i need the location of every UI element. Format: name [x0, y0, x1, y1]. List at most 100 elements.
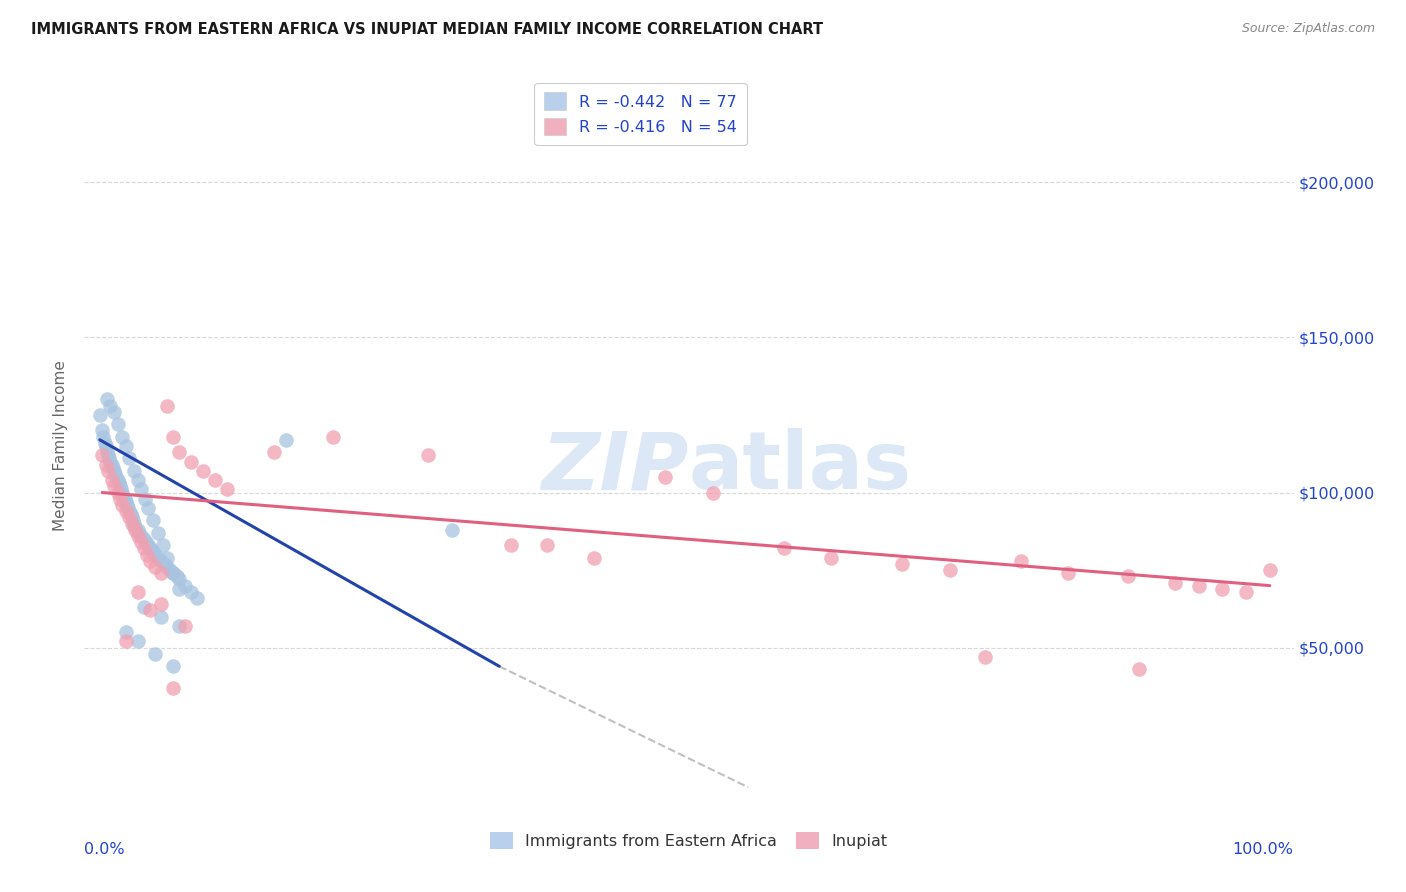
Point	[167, 582, 190, 596]
Point	[96, 445, 118, 459]
Point	[162, 681, 184, 695]
Point	[152, 538, 174, 552]
Point	[156, 560, 179, 574]
Point	[111, 498, 134, 512]
Point	[124, 523, 146, 537]
Point	[1116, 569, 1139, 583]
Point	[138, 554, 160, 568]
Point	[138, 501, 160, 516]
Point	[100, 399, 122, 413]
Point	[118, 510, 141, 524]
Point	[115, 439, 138, 453]
Point	[105, 470, 128, 484]
Point	[204, 473, 226, 487]
Point	[122, 464, 145, 478]
Point	[108, 491, 131, 506]
Point	[103, 479, 125, 493]
Point	[100, 458, 122, 472]
Point	[166, 569, 188, 583]
Point	[121, 510, 143, 524]
Point	[191, 464, 214, 478]
Point	[583, 550, 606, 565]
Legend: Immigrants from Eastern Africa, Inupiat: Immigrants from Eastern Africa, Inupiat	[484, 825, 894, 855]
Point	[1164, 575, 1187, 590]
Point	[115, 625, 138, 640]
Point	[440, 523, 463, 537]
Point	[118, 504, 141, 518]
Point	[118, 451, 141, 466]
Point	[132, 532, 155, 546]
Point	[138, 541, 160, 556]
Point	[150, 554, 173, 568]
Point	[156, 550, 179, 565]
Point	[107, 417, 129, 432]
Text: 0.0%: 0.0%	[84, 842, 125, 857]
Point	[180, 454, 202, 468]
Point	[120, 508, 142, 522]
Point	[167, 573, 190, 587]
Point	[100, 454, 122, 468]
Point	[132, 600, 155, 615]
Point	[162, 566, 184, 581]
Point	[94, 439, 117, 453]
Y-axis label: Median Family Income: Median Family Income	[53, 360, 69, 532]
Point	[1128, 662, 1150, 676]
Point	[159, 563, 181, 577]
Point	[186, 591, 208, 605]
Point	[142, 513, 165, 527]
Point	[174, 579, 197, 593]
Point	[115, 504, 138, 518]
Point	[174, 619, 197, 633]
Point	[702, 485, 724, 500]
Point	[138, 538, 160, 552]
Point	[1211, 582, 1233, 596]
Point	[91, 430, 114, 444]
Point	[129, 529, 152, 543]
Point	[111, 430, 134, 444]
Point	[138, 603, 160, 617]
Point	[129, 535, 152, 549]
Point	[150, 609, 173, 624]
Point	[121, 516, 143, 531]
Point	[263, 445, 285, 459]
Point	[150, 597, 173, 611]
Point	[1188, 579, 1211, 593]
Point	[96, 392, 118, 407]
Point	[98, 451, 121, 466]
Point	[101, 460, 124, 475]
Point	[974, 650, 997, 665]
Point	[91, 424, 114, 438]
Point	[103, 405, 125, 419]
Point	[146, 525, 169, 540]
Point	[162, 659, 184, 673]
Point	[536, 538, 558, 552]
Point	[100, 473, 122, 487]
Point	[145, 548, 167, 562]
Point	[127, 523, 149, 537]
Point	[108, 479, 131, 493]
Point	[97, 464, 120, 478]
Point	[418, 448, 440, 462]
Point	[322, 430, 344, 444]
Point	[1258, 563, 1281, 577]
Point	[103, 464, 125, 478]
Point	[142, 544, 165, 558]
Point	[146, 550, 169, 565]
Point	[93, 436, 115, 450]
Point	[117, 501, 139, 516]
Point	[1010, 554, 1032, 568]
Point	[167, 619, 190, 633]
Point	[167, 445, 190, 459]
Point	[1057, 566, 1080, 581]
Point	[132, 541, 155, 556]
Point	[115, 498, 138, 512]
Point	[115, 634, 138, 648]
Text: IMMIGRANTS FROM EASTERN AFRICA VS INUPIAT MEDIAN FAMILY INCOME CORRELATION CHART: IMMIGRANTS FROM EASTERN AFRICA VS INUPIA…	[31, 22, 823, 37]
Point	[124, 519, 146, 533]
Point	[91, 448, 114, 462]
Point	[134, 491, 156, 506]
Point	[129, 483, 152, 497]
Point	[215, 483, 238, 497]
Point	[156, 399, 179, 413]
Point	[110, 483, 132, 497]
